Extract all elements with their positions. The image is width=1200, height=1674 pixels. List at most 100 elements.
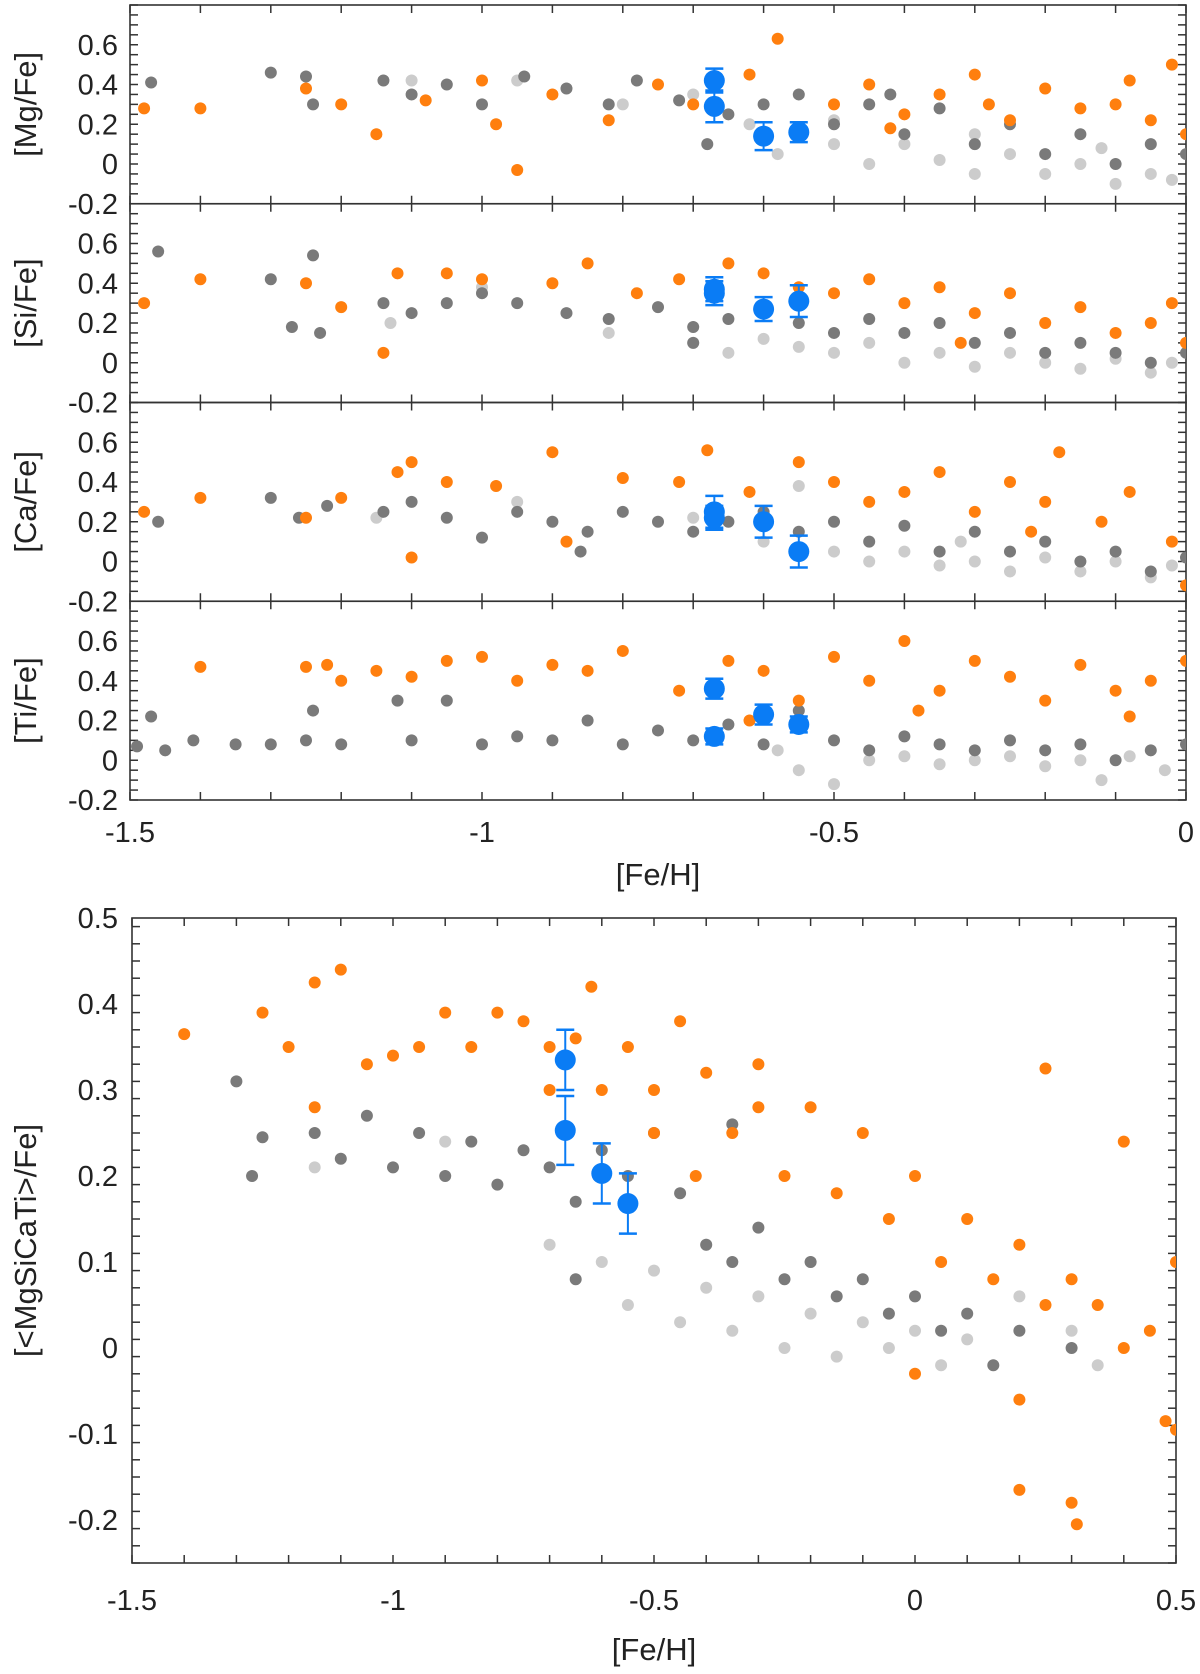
data-point-dark (687, 320, 700, 333)
data-point-orange (863, 273, 876, 286)
data-point-highlight (703, 70, 725, 92)
data-point-dark (285, 320, 298, 333)
data-point-orange (1074, 301, 1087, 314)
x-tick-label: -1 (469, 817, 495, 849)
data-point-dark (360, 1109, 373, 1122)
data-point-dark (491, 1178, 504, 1191)
data-point-light (1004, 346, 1016, 359)
data-point-orange (335, 491, 348, 504)
data-point-orange (933, 88, 946, 101)
data-point-light (543, 1238, 556, 1251)
data-point-dark (1039, 535, 1052, 548)
data-point-dark (321, 499, 334, 512)
data-point-orange (1039, 495, 1052, 508)
data-point-dark (476, 531, 488, 544)
data-point-orange (616, 472, 629, 485)
data-point-orange (511, 674, 524, 687)
data-point-orange (1065, 1273, 1078, 1286)
data-point-orange (968, 654, 981, 667)
data-point-light (1165, 356, 1178, 369)
data-point-dark (131, 740, 144, 753)
data-point-light (439, 1135, 452, 1148)
data-point-light (726, 1324, 739, 1337)
x-tick-label: -1.5 (105, 817, 155, 849)
data-point-orange (752, 1058, 765, 1071)
data-point-orange (517, 1015, 530, 1028)
y-tick-label: 0 (102, 547, 118, 579)
data-point-dark (1144, 744, 1157, 757)
data-point-dark (543, 1161, 556, 1174)
y-tick-label: 0 (102, 745, 118, 777)
data-point-dark (687, 734, 700, 747)
x-tick-label: -0.5 (629, 1585, 679, 1617)
data-point-highlight (753, 511, 775, 533)
data-point-orange (335, 674, 348, 687)
data-point-orange (476, 650, 488, 663)
data-point-dark (1004, 545, 1016, 558)
data-point-dark (792, 88, 805, 101)
data-point-orange (413, 1041, 426, 1053)
data-point-orange (1074, 658, 1087, 671)
data-point-orange (138, 102, 151, 115)
data-point-light (308, 1161, 321, 1174)
data-point-dark (830, 1290, 843, 1303)
data-point-dark (1180, 148, 1186, 161)
data-point-light (933, 758, 946, 771)
data-point-light (1109, 555, 1122, 568)
data-point-orange (405, 551, 418, 564)
data-point-dark (511, 730, 524, 743)
data-point-dark (405, 734, 418, 747)
data-point-light (863, 754, 876, 767)
y-tick-label: 0.4 (78, 268, 118, 300)
data-point-dark (674, 1187, 687, 1200)
data-point-light (933, 559, 946, 572)
data-point-dark (387, 1161, 399, 1174)
y-tick-label: 0 (102, 149, 118, 181)
data-point-light (687, 88, 700, 101)
data-point-dark (476, 287, 488, 300)
y-axis-label: [<MgSiCaTi>/Fe] (8, 1124, 43, 1357)
data-point-light (1004, 565, 1016, 578)
data-point-orange (391, 466, 404, 479)
data-point-dark (701, 138, 714, 151)
data-point-light (898, 356, 911, 369)
data-point-orange (194, 660, 207, 673)
data-point-orange (1039, 1062, 1052, 1075)
data-point-orange (687, 98, 700, 111)
data-point-dark (652, 301, 664, 314)
data-point-orange (300, 660, 312, 673)
data-point-dark (602, 313, 615, 326)
data-point-dark (828, 326, 840, 339)
data-point-orange (1117, 1135, 1130, 1148)
x-tick-label: -1.5 (107, 1585, 157, 1617)
data-point-dark (405, 88, 418, 101)
y-axis-label: [Ca/Fe] (8, 451, 43, 553)
data-point-orange (757, 664, 770, 677)
data-point-orange (674, 1015, 687, 1028)
data-point-orange (282, 1041, 295, 1053)
data-point-orange (1143, 1324, 1156, 1337)
data-point-dark (264, 491, 277, 504)
data-point-highlight (591, 1162, 613, 1184)
data-point-dark (828, 734, 840, 747)
data-point-dark (574, 545, 587, 558)
y-tick-label: 0.4 (78, 70, 118, 102)
y-tick-label: 0.2 (78, 1161, 118, 1193)
data-point-orange (673, 273, 686, 286)
data-point-orange (752, 1101, 765, 1114)
data-point-dark (187, 734, 200, 747)
axes-frame (129, 401, 1187, 603)
data-point-highlight (753, 125, 775, 147)
data-point-light (933, 346, 946, 359)
data-point-dark (792, 704, 805, 717)
data-point-orange (1013, 1483, 1026, 1496)
data-point-dark (1074, 336, 1087, 349)
y-tick-label: -0.2 (68, 388, 118, 420)
data-point-orange (909, 1170, 921, 1182)
data-point-dark (546, 734, 559, 747)
data-point-orange (1123, 485, 1136, 498)
data-point-orange (1170, 1423, 1176, 1436)
data-point-orange (828, 650, 840, 663)
data-point-dark (405, 495, 418, 508)
data-point-orange (722, 257, 735, 270)
